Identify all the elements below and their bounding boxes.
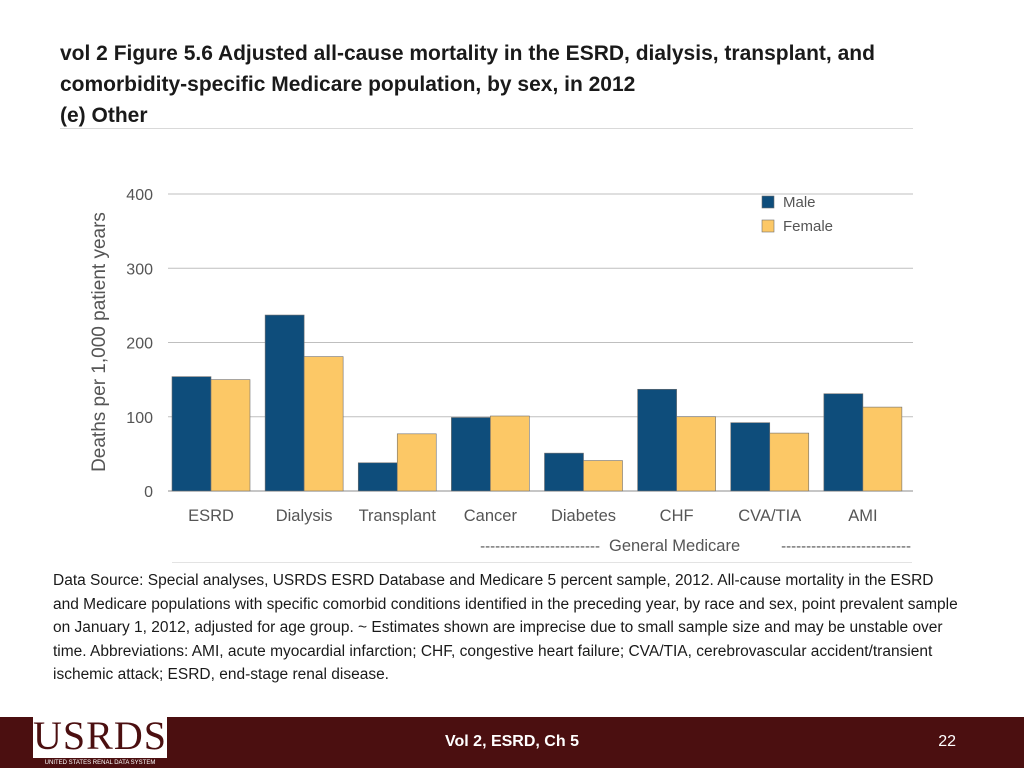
y-axis-label: Deaths per 1,000 patient years (89, 212, 110, 472)
legend-label-female: Female (783, 218, 833, 235)
page-number: 22 (938, 733, 956, 750)
x-tick-label: Diabetes (551, 507, 616, 525)
bar-male (637, 388, 677, 492)
bar-female (210, 379, 251, 492)
x-tick-label: Cancer (464, 507, 518, 525)
bar-male (544, 452, 584, 492)
bar-female (769, 432, 810, 492)
legend-swatch-female (761, 219, 775, 233)
bar-male (730, 422, 771, 492)
annotation-dashes-left: ------------------------ (480, 538, 600, 555)
annotation-dashes-right: -------------------------- (781, 538, 911, 555)
x-tick-label: CHF (660, 507, 694, 525)
title-line-1: vol 2 Figure 5.6 Adjusted all-cause mort… (60, 42, 875, 65)
y-tick-label: 400 (126, 187, 153, 204)
logo-subtitle: UNITED STATES RENAL DATA SYSTEM (33, 758, 167, 768)
title-line-2: comorbidity-specific Medicare population… (60, 73, 636, 96)
bar-male (451, 417, 491, 492)
y-tick-label: 100 (126, 410, 153, 427)
bar-male (357, 462, 398, 492)
bar-female (862, 406, 903, 492)
bar-female (583, 460, 623, 492)
bar-male (264, 314, 305, 492)
y-tick-label: 0 (144, 484, 153, 501)
source-divider (172, 562, 912, 563)
bar-female (303, 356, 344, 492)
title-divider (60, 128, 913, 129)
bar-female (490, 415, 530, 492)
bar-female (676, 416, 716, 492)
y-tick-label: 300 (126, 261, 153, 278)
bar-male (171, 376, 212, 492)
y-tick-label: 200 (126, 336, 153, 353)
x-tick-label: AMI (848, 507, 877, 525)
footer-section-label: Vol 2, ESRD, Ch 5 (445, 733, 579, 750)
x-tick-label: ESRD (188, 507, 234, 525)
x-tick-label: Transplant (359, 507, 437, 525)
title-line-3: (e) Other (60, 104, 148, 127)
bar-male (823, 393, 864, 492)
logo-wordmark: USRDS (33, 713, 167, 758)
x-tick-label: CVA/TIA (738, 507, 801, 525)
usrds-logo: USRDS UNITED STATES RENAL DATA SYSTEM (33, 712, 167, 768)
x-tick-label: Dialysis (276, 507, 333, 525)
bar-chart: 0 100 200 300 400 Deaths per 1,000 patient ye… (89, 187, 913, 555)
annotation-general-medicare: General Medicare (609, 537, 740, 555)
footer-bar (0, 717, 1024, 768)
data-source-note: Data Source: Special analyses, USRDS ESR… (53, 572, 958, 684)
bar-female (396, 433, 437, 492)
legend-swatch-male (761, 195, 775, 209)
figure-title: vol 2 Figure 5.6 Adjusted all-cause mort… (60, 38, 940, 131)
legend-label-male: Male (783, 194, 816, 211)
